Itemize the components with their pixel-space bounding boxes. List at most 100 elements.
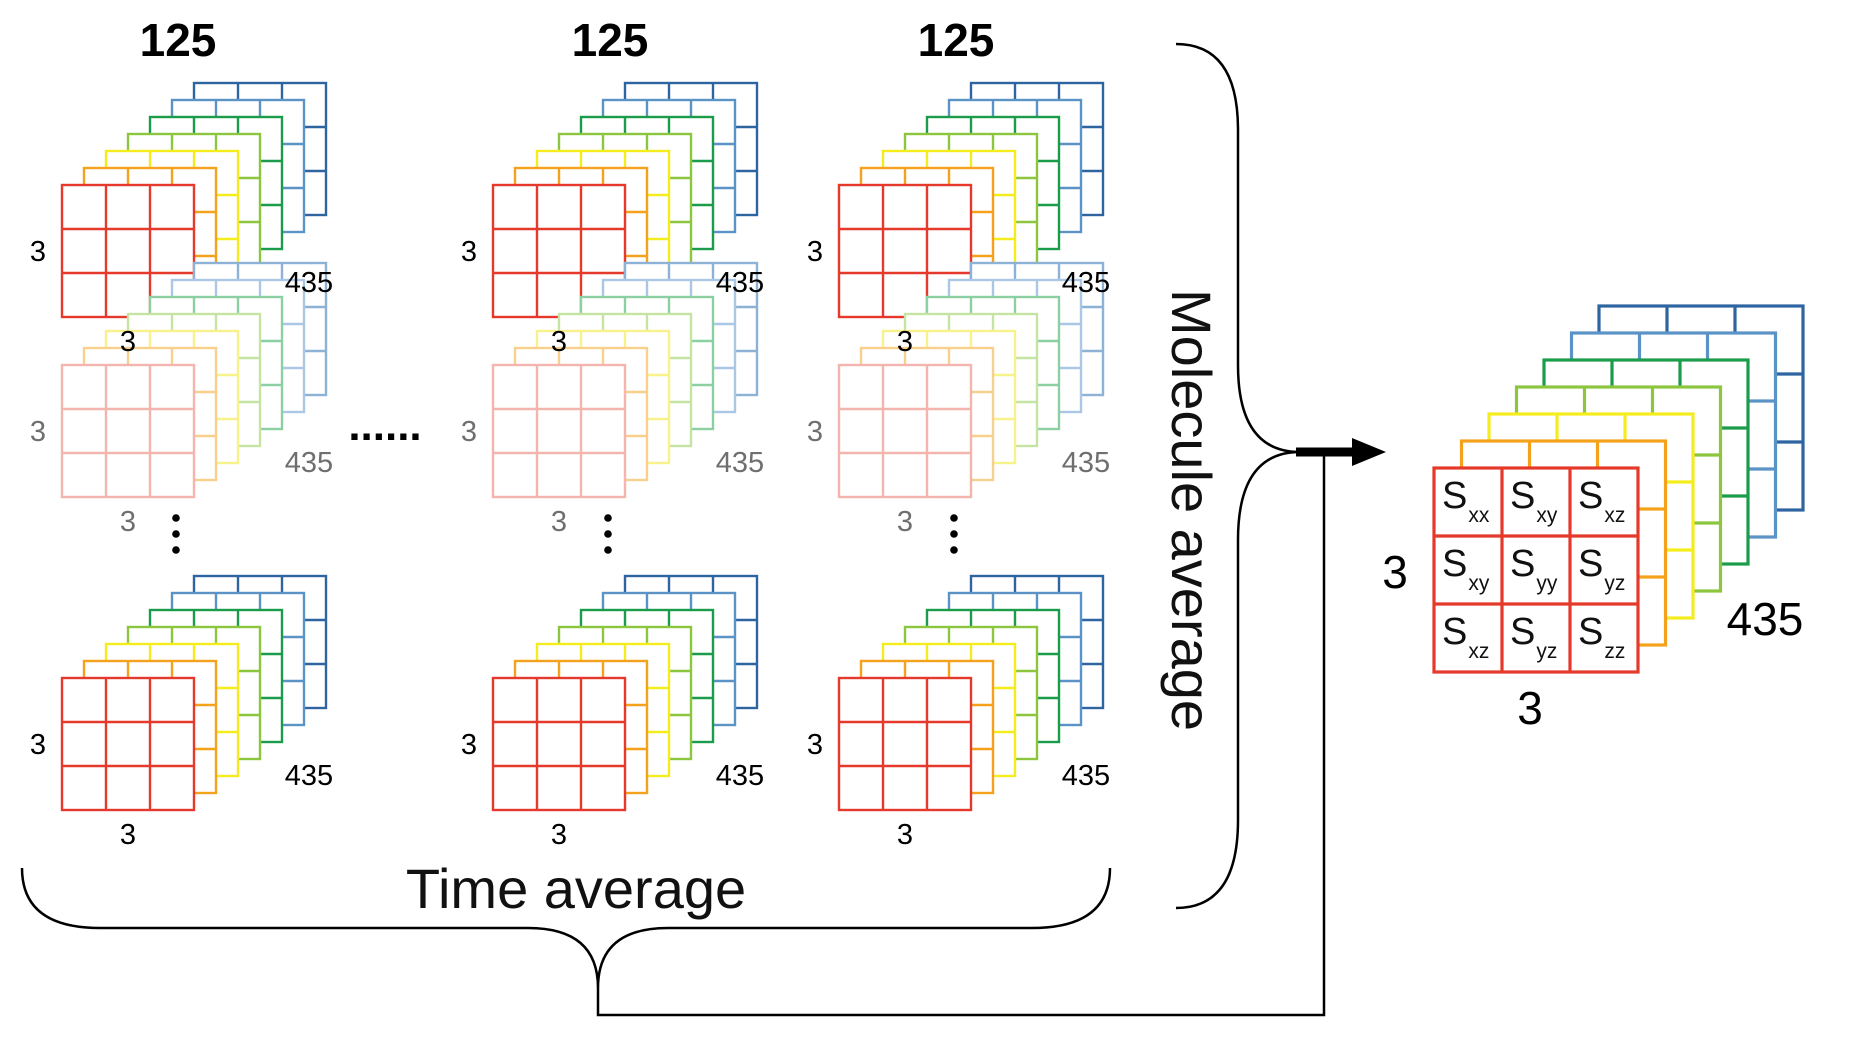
ellipsis-dot	[604, 514, 612, 522]
grid-frame	[837, 676, 973, 812]
stack-depth-label: 435	[716, 760, 764, 792]
frame-count-label-1: 125	[140, 14, 217, 66]
molecule-stack-1-1	[60, 81, 328, 319]
stack-rows-label: 3	[461, 416, 477, 448]
tensor-symbol-subscript: yy	[1536, 572, 1558, 595]
grid-frame	[60, 676, 196, 812]
frame-count-label-3: 125	[918, 14, 995, 66]
front-grid-layer	[491, 363, 627, 499]
stack-depth-label: 435	[285, 447, 333, 479]
tensor-symbol-letter: S	[1510, 611, 1535, 653]
stack-cols-label: 3	[897, 506, 913, 538]
tensor-symbol-letter: S	[1442, 611, 1467, 653]
tensor-component: Sxz	[1578, 475, 1625, 527]
tensor-symbol-subscript: xz	[1468, 640, 1489, 663]
tensor-symbol-letter: S	[1578, 475, 1603, 517]
stack-rows-label: 3	[461, 236, 477, 268]
tensor-component: Syz	[1578, 543, 1625, 595]
stack-cols-label: 3	[551, 506, 567, 538]
frame-count-label-2: 125	[572, 14, 649, 66]
stack-rows-label: 3	[807, 729, 823, 761]
front-grid-layer	[1432, 466, 1640, 674]
grid-frame	[837, 363, 973, 499]
tensor-symbol-subscript: xy	[1536, 504, 1558, 527]
stack-cols-label: 3	[120, 506, 136, 538]
stack-rows-label: 3	[30, 416, 46, 448]
front-grid-layer	[60, 676, 196, 812]
time-connector-line	[596, 452, 1326, 1017]
molecule-stacks	[60, 81, 1105, 812]
ellipsis-dot	[604, 530, 612, 538]
molecules-ellipsis-1	[172, 514, 180, 554]
result-depth-label: 435	[1727, 593, 1804, 645]
tensor-symbol-subscript: yz	[1604, 572, 1625, 595]
stack-rows-label: 3	[807, 416, 823, 448]
tensor-symbol-subscript: xy	[1468, 572, 1490, 595]
molecules-ellipsis-3	[950, 514, 958, 554]
molecule-stack-2-3	[491, 574, 759, 812]
tensor-component: Syy	[1510, 543, 1558, 595]
grid-frame	[60, 363, 196, 499]
ellipsis-dot	[950, 530, 958, 538]
ellipsis-dot	[172, 514, 180, 522]
tensor-symbol-letter: S	[1442, 475, 1467, 517]
ellipsis-dot	[172, 530, 180, 538]
molecule-stack-3-2	[837, 261, 1105, 499]
ellipsis-dot	[172, 546, 180, 554]
stack-cols-label: 3	[551, 819, 567, 851]
stack-cols-label: 3	[897, 326, 913, 358]
molecule-stack-2-2	[491, 261, 759, 499]
front-grid-layer	[837, 676, 973, 812]
stack-cols-label: 3	[897, 819, 913, 851]
stack-depth-label: 435	[1062, 760, 1110, 792]
tensor-component: Sxx	[1442, 475, 1490, 527]
stack-dimension-labels: 3 3 435 3 3 435 3 3 435 3 3 435 3 3 435 3 3 435 3 3 435 3 3 435…	[30, 236, 1110, 851]
grid-frame	[491, 363, 627, 499]
ellipsis-dot	[950, 514, 958, 522]
stack-depth-label: 435	[716, 267, 764, 299]
tensor-component: Szz	[1578, 611, 1625, 663]
tensor-symbol-subscript: yz	[1536, 640, 1557, 663]
tensor-symbol-letter: S	[1578, 543, 1603, 585]
stack-depth-label: 435	[1062, 267, 1110, 299]
result-cols-label: 3	[1517, 682, 1543, 734]
frames-ellipsis: ......	[348, 401, 421, 450]
tensor-symbol-letter: S	[1510, 543, 1535, 585]
result-layers	[1432, 304, 1805, 674]
stack-cols-label: 3	[551, 326, 567, 358]
stack-depth-label: 435	[1062, 447, 1110, 479]
tensor-component: Syz	[1510, 611, 1557, 663]
stack-depth-label: 435	[716, 447, 764, 479]
tensor-component: Sxy	[1442, 543, 1490, 595]
stack-depth-label: 435	[285, 760, 333, 792]
stack-cols-label: 3	[120, 326, 136, 358]
ellipsis-dot	[604, 546, 612, 554]
molecule-stack-1-3	[60, 574, 328, 812]
result-rows-label: 3	[1382, 546, 1408, 598]
grid-frame	[1432, 466, 1640, 674]
stack-rows-label: 3	[30, 729, 46, 761]
front-grid-layer	[837, 363, 973, 499]
averaged-tensor-stack	[1432, 304, 1805, 674]
tensor-component: Sxz	[1442, 611, 1489, 663]
tensor-component: Sxy	[1510, 475, 1558, 527]
front-grid-layer	[491, 676, 627, 812]
time-average-label: Time average	[406, 857, 746, 920]
molecule-stack-3-3	[837, 574, 1105, 812]
stack-rows-label: 3	[807, 236, 823, 268]
front-grid-layer	[60, 363, 196, 499]
stack-cols-label: 3	[120, 819, 136, 851]
tensor-symbol-letter: S	[1510, 475, 1535, 517]
molecule-average-label: Molecule average	[1160, 289, 1223, 731]
stack-rows-label: 3	[461, 729, 477, 761]
tensor-symbol-subscript: xx	[1468, 504, 1490, 527]
tensor-symbol-subscript: zz	[1604, 640, 1625, 663]
stack-rows-label: 3	[30, 236, 46, 268]
grid-frame	[491, 676, 627, 812]
ellipsis-dot	[950, 546, 958, 554]
tensor-symbol-letter: S	[1442, 543, 1467, 585]
tensor-symbol-letter: S	[1578, 611, 1603, 653]
stack-depth-label: 435	[285, 267, 333, 299]
result-arrow-head	[1352, 438, 1386, 466]
